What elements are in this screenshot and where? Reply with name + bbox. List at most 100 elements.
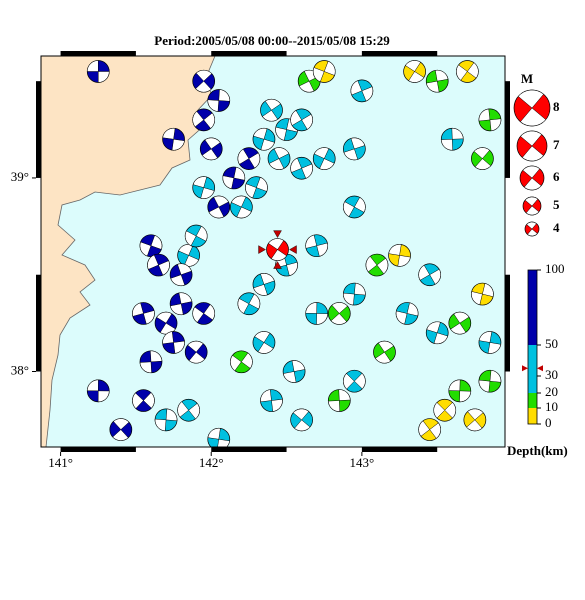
beachball-sector [222,175,235,190]
beachball-sector [377,340,394,353]
event [192,176,216,199]
beachball-sector [187,340,204,353]
beachball-sector [195,69,213,82]
beachball-sector [517,89,544,109]
beachball-sector [162,331,174,345]
event [207,427,231,447]
beachball-sector [426,80,440,93]
main-event-marker [289,245,297,254]
event [154,311,178,335]
beachball-sector [459,390,472,403]
beachball-sector [253,128,268,140]
beachball-sector [112,429,129,441]
beachball-sector [248,152,261,169]
beachball-sector [150,235,163,250]
magnitude-symbol [519,165,545,191]
beachball-sector [408,71,425,83]
beachball-sector [253,284,268,296]
beachball-sector [188,403,200,420]
beachball-sector [527,228,538,237]
beachball-sector [97,390,110,403]
beachball-sector [178,292,193,305]
event [448,311,472,335]
beachball-sector [405,60,421,72]
beachball-sector [177,263,192,276]
beachball-sector [241,352,253,369]
beachball-sector [406,302,419,317]
magnitude-label: 4 [553,220,560,235]
beachball-sector [466,419,483,432]
beachball-sector [150,350,163,363]
beachball-sector [218,89,230,102]
beachball-sector [474,158,492,170]
beachball-sector [433,402,446,419]
beachball-sector [156,311,173,324]
beachball-sector [343,373,355,390]
beachball-sector [147,254,159,270]
event [312,147,336,170]
beachball-sector [313,147,330,159]
beachball-sector [203,304,215,321]
beachball-sector [354,282,366,296]
event [418,263,442,287]
event [169,263,193,287]
event [282,360,306,383]
frame-bar [361,447,438,452]
beachball-sector [524,196,539,207]
beachball-sector [286,261,298,276]
beachball-sector [388,244,402,256]
frame-bar [211,447,287,452]
event [388,244,411,267]
event [471,282,494,306]
beachball-sector [330,313,347,325]
event [162,127,185,151]
event [252,127,276,151]
event [177,398,200,422]
beachball-sector [482,283,494,297]
event [147,253,170,277]
beachball-sector [305,302,318,314]
beachball-sector [290,110,302,126]
beachball-sector [245,183,257,199]
x-tick-label: 143° [350,455,375,470]
magnitude-label: 6 [553,169,560,184]
beachball-sector [323,60,336,76]
event [425,69,449,93]
beachball-sector [489,118,502,132]
event [192,302,216,325]
frame-bar [361,51,438,56]
beachball-sector [260,389,272,403]
frame-bar [36,274,41,372]
beachball-sector [143,310,155,325]
beachball-sector [478,331,493,343]
beachball-sector [418,420,431,437]
beachball-sector [316,242,328,257]
main-event-depth-marker [522,365,543,372]
event [373,340,396,364]
event [139,234,163,258]
beachball-sector [451,127,464,140]
magnitude-label: 8 [553,99,560,114]
beachball-sector [260,138,275,151]
beachball-sector [354,197,366,213]
event [425,321,449,345]
depth-tick-label: 50 [545,336,558,351]
depth-tick-label: 10 [545,399,558,414]
event [290,108,313,132]
beachball-sector [429,422,441,439]
beachball-sector [237,298,250,314]
event [312,60,336,83]
beachball-sector [248,293,261,310]
beachball-sector [395,310,408,325]
event [245,176,268,199]
event [327,302,351,325]
beachball-sector [86,379,99,392]
beachball-sector [521,145,544,162]
beachball-sector [448,379,461,392]
beachball-sector [177,401,189,418]
beachball-sector [132,392,144,409]
beachball-sector [173,340,185,354]
beachball-sector [444,402,456,419]
beachball-sector [201,148,218,161]
beachball-sector [397,255,411,267]
